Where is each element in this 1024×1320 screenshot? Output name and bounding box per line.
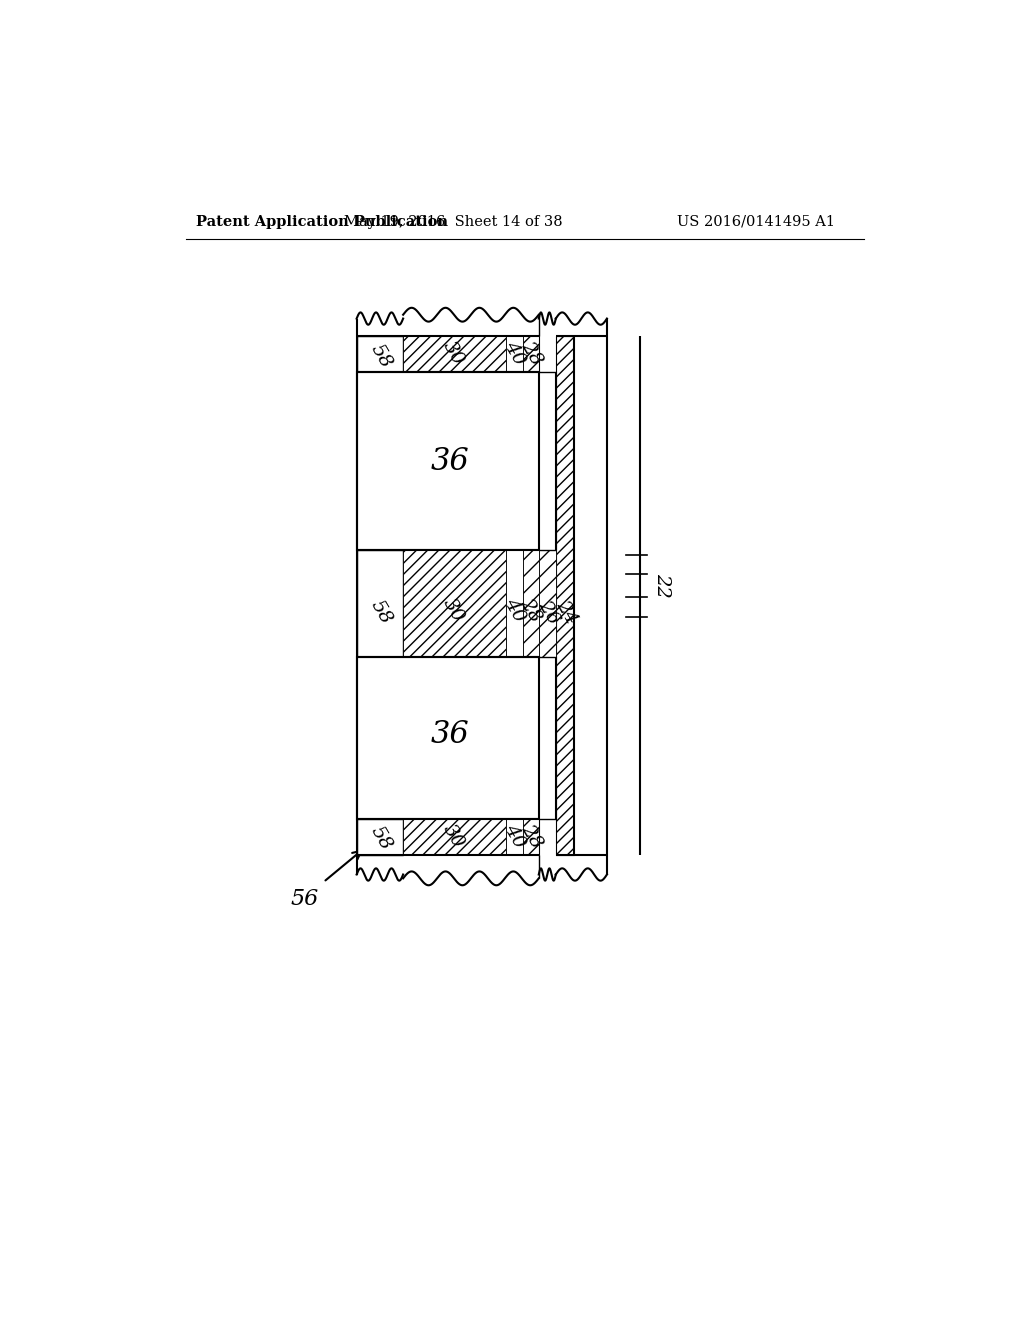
Text: 58: 58	[368, 341, 395, 371]
Text: 36: 36	[430, 446, 469, 477]
Bar	[506, 335, 523, 372]
Bar	[403, 335, 506, 372]
Bar	[506, 818, 523, 855]
Text: US 2016/0141495 A1: US 2016/0141495 A1	[677, 215, 835, 228]
Text: 22: 22	[653, 573, 672, 598]
Text: 58: 58	[368, 824, 395, 854]
Text: 28: 28	[516, 595, 544, 626]
Bar	[356, 657, 539, 818]
Bar	[356, 372, 539, 549]
Bar	[523, 549, 539, 657]
Text: 28: 28	[518, 338, 546, 368]
Text: 28: 28	[518, 821, 546, 851]
Bar	[403, 818, 506, 855]
Text: 40: 40	[501, 338, 528, 368]
Text: 36: 36	[430, 719, 469, 750]
Bar	[523, 818, 539, 855]
Text: May 19, 2016  Sheet 14 of 38: May 19, 2016 Sheet 14 of 38	[344, 215, 563, 228]
Text: 24: 24	[553, 598, 581, 628]
Text: 30: 30	[439, 338, 468, 368]
Text: 56: 56	[291, 888, 318, 911]
Text: 40: 40	[501, 595, 528, 626]
Text: 30: 30	[439, 595, 468, 626]
Text: 58: 58	[368, 598, 395, 628]
Text: 40: 40	[501, 821, 528, 851]
Bar	[356, 818, 403, 855]
Bar	[539, 549, 556, 657]
Bar	[523, 335, 539, 372]
Bar	[506, 549, 523, 657]
Text: 26: 26	[535, 598, 563, 628]
Text: 30: 30	[439, 821, 468, 851]
Bar	[356, 549, 403, 657]
Bar	[573, 335, 607, 855]
Bar	[403, 549, 506, 657]
Bar	[356, 335, 403, 372]
Text: Patent Application Publication: Patent Application Publication	[197, 215, 449, 228]
Bar	[556, 335, 573, 855]
